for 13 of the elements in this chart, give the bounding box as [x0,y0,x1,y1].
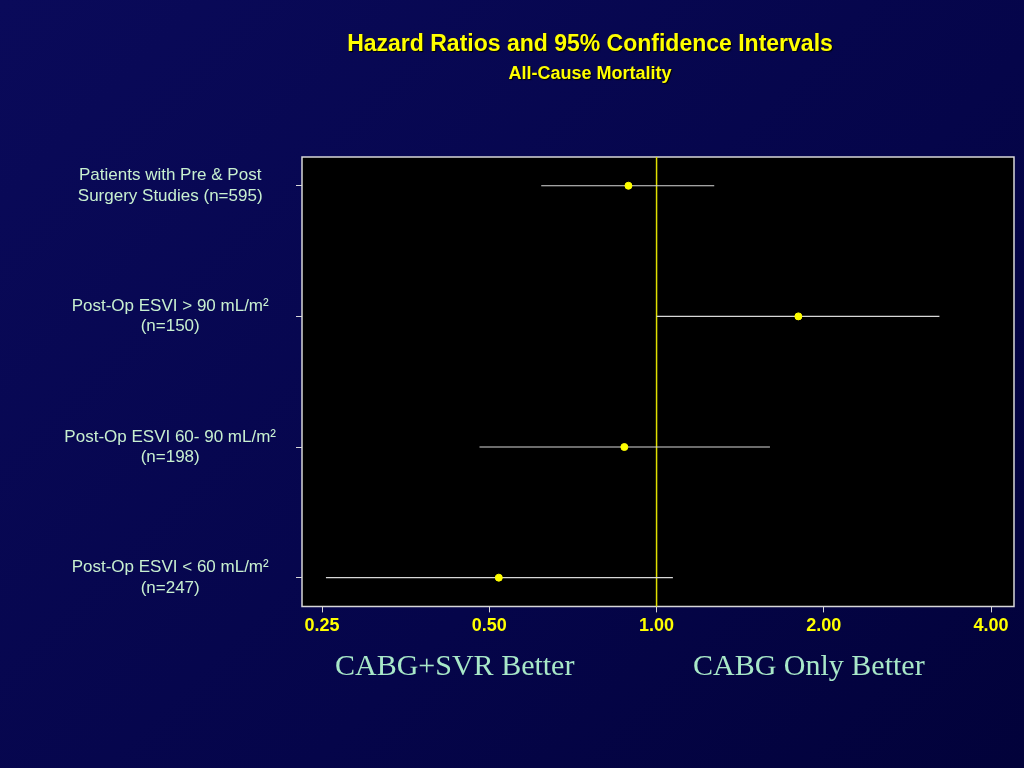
chart-subtitle: All-Cause Mortality [507,63,673,84]
x-tick-label: 2.00 [806,615,842,636]
text: CABG Only Better [693,648,925,682]
x-tick-label: 1.00 [639,615,675,636]
x-tick-label: 0.25 [304,615,340,636]
y-tick-label: Post-Op ESVI < 60 mL/m² (n=247) [71,557,270,597]
text: CABG+SVR Better [335,648,575,682]
y-tick-label: Post-Op ESVI > 90 mL/m² (n=150) [71,295,270,336]
y-tick-label: Post-Op ESVI 60- 90 mL/m² (n=198) [64,426,277,466]
y-tick-label: Patients with Pre & Post Surgery Studies (n=595) [77,165,263,205]
x-tick-label: 0.50 [471,615,507,636]
x-tick-label: 4.00 [973,615,1009,636]
chart-title: Hazard Ratios and 95% Confidence Intervals [346,30,834,57]
